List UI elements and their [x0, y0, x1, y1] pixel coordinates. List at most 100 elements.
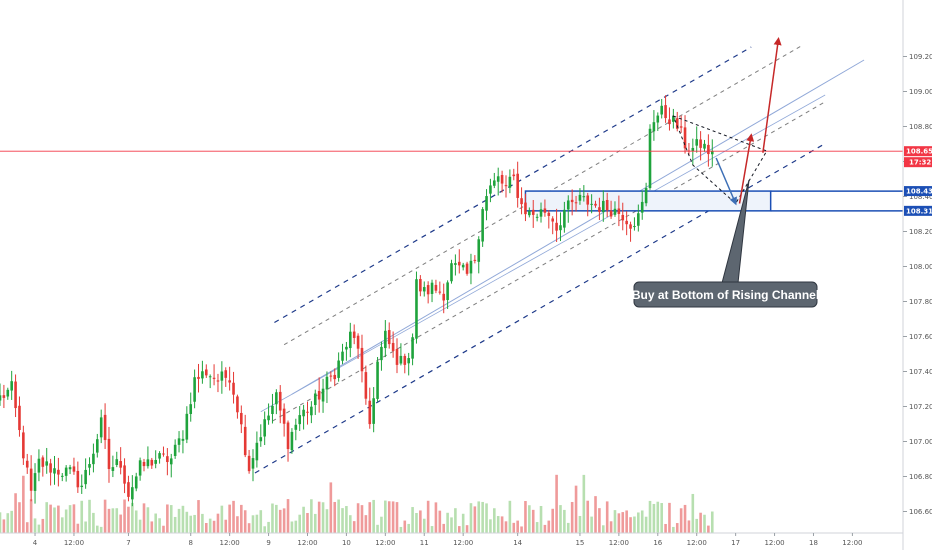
candle-body: [372, 398, 375, 424]
candle-body: [461, 264, 465, 268]
volume-bar: [648, 500, 652, 533]
volume-bar: [528, 505, 531, 533]
candle-body: [699, 139, 702, 148]
volume-bar: [543, 524, 547, 533]
volume-bar: [672, 526, 675, 533]
volume-bar: [158, 518, 161, 533]
volume-bar: [695, 518, 699, 533]
volume-bar: [426, 500, 430, 533]
candle-body: [251, 458, 255, 469]
candle-body: [294, 424, 298, 430]
candle-body: [53, 468, 56, 474]
volume-bar: [555, 474, 558, 533]
volume-bar: [290, 521, 294, 533]
candle-body: [271, 405, 274, 414]
volume-bar: [613, 510, 617, 533]
volume-bar: [415, 512, 418, 533]
candle-body: [154, 460, 157, 464]
volume-bar: [356, 503, 360, 533]
time-tick-label: 12:00: [842, 539, 862, 547]
volume-histogram: [0, 474, 714, 533]
channel-upper-line: [274, 46, 752, 324]
candle-body: [598, 207, 601, 212]
volume-bar: [504, 521, 508, 533]
candle-body: [127, 482, 130, 497]
volume-bar: [103, 499, 107, 533]
candle-body: [243, 426, 247, 456]
candle-body: [403, 355, 407, 365]
volume-bar: [220, 505, 224, 533]
candle-body: [313, 393, 317, 406]
candle-body: [236, 396, 239, 413]
volume-bar: [621, 512, 625, 533]
volume-bar: [341, 508, 344, 533]
candle-body: [162, 453, 165, 455]
candle-body: [528, 211, 531, 216]
candle-body: [434, 284, 438, 291]
volume-bar: [14, 493, 17, 533]
volume-bar: [446, 512, 449, 533]
volume-bar: [535, 522, 539, 533]
price-tick-label: 107.400: [909, 368, 932, 376]
volume-bar: [380, 516, 383, 533]
candle-body: [535, 216, 539, 218]
candle-body: [520, 198, 523, 205]
candle-body: [605, 199, 609, 211]
candle-body: [633, 226, 636, 228]
volume-bar: [150, 521, 154, 533]
candle-body: [173, 444, 177, 457]
price-tick-label: 107.600: [909, 333, 932, 341]
volume-bar: [551, 508, 554, 533]
candle-body: [310, 406, 313, 416]
volume-bar: [60, 517, 64, 533]
candle-body: [539, 209, 543, 217]
volume-bar: [64, 509, 68, 533]
candle-body: [115, 459, 119, 465]
volume-bar: [286, 499, 290, 533]
volume-bar: [80, 500, 84, 533]
volume-bar: [520, 526, 523, 533]
current-price-tag-label: 108.659: [906, 148, 932, 156]
volume-bar: [37, 524, 41, 533]
candle-body: [644, 188, 648, 204]
time-tick-label: 12:00: [453, 539, 473, 547]
scenario-arrow: [762, 37, 782, 153]
volume-bar: [617, 513, 621, 533]
volume-bar: [337, 499, 340, 533]
volume-bar: [372, 499, 375, 533]
volume-bar: [310, 499, 313, 533]
volume-bar: [123, 499, 126, 533]
volume-bar: [485, 503, 488, 533]
volume-bar: [255, 514, 259, 533]
zone-bottom-tag-label: 108.318: [906, 207, 932, 215]
candle-body: [675, 118, 679, 129]
volume-bar: [232, 500, 235, 533]
candle-body: [500, 174, 504, 184]
candle-body: [578, 194, 582, 201]
consolidation-wedge: [672, 115, 768, 205]
volume-bar: [247, 523, 251, 533]
time-tick-label: 8: [188, 539, 192, 547]
price-tick-label: 109.000: [909, 88, 932, 96]
volume-bar: [598, 508, 601, 533]
candle-body: [613, 208, 617, 215]
candle-body: [438, 291, 442, 293]
volume-bar: [29, 499, 33, 533]
candle-body: [49, 463, 52, 473]
candle-body: [212, 377, 216, 379]
volume-bar: [197, 500, 200, 533]
channel-lower-inner-line: [272, 101, 826, 422]
volume-bar: [710, 511, 714, 533]
candle-body: [360, 347, 364, 372]
volume-bar: [407, 523, 410, 533]
candle-body: [707, 144, 710, 155]
volume-bar: [329, 482, 333, 533]
candle-body: [88, 464, 91, 468]
candle-body: [473, 259, 477, 261]
candle-body: [267, 415, 270, 421]
volume-bar: [376, 524, 379, 533]
candle-body: [201, 371, 204, 379]
candle-body: [197, 376, 200, 379]
candle-body: [341, 351, 344, 361]
